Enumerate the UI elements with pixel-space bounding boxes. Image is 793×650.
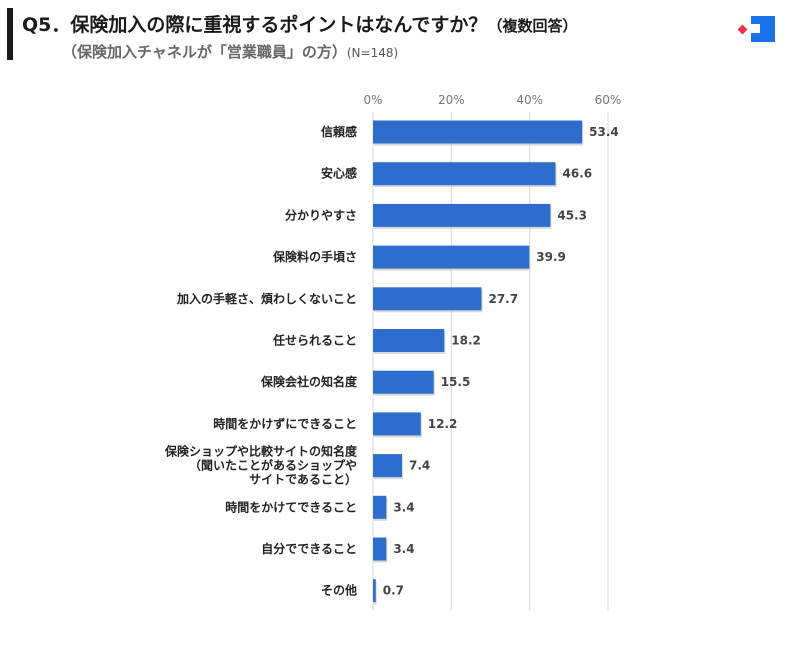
data-label: 27.7 xyxy=(488,292,518,306)
x-tick-label: 40% xyxy=(516,93,543,107)
chart-subtitle: （保険加入チャネルが「営業職員」の方）(N=148) xyxy=(62,41,398,62)
category-label: 安心感 xyxy=(321,166,357,181)
brand-logo-icon xyxy=(737,16,775,42)
bar xyxy=(373,203,551,227)
chart-title-text: Q5．保険加入の際に重視するポイントはなんですか？ xyxy=(22,14,488,36)
bar xyxy=(373,245,530,269)
bar xyxy=(373,287,482,311)
bar xyxy=(373,579,376,603)
category-label: サイトであること） xyxy=(249,472,357,487)
category-label: （聞いたことがあるショップや xyxy=(189,458,357,473)
data-label: 3.4 xyxy=(393,542,414,556)
data-label: 45.3 xyxy=(557,208,587,222)
x-tick-label: 60% xyxy=(595,93,622,107)
bar xyxy=(373,412,421,436)
category-label: 分かりやすさ xyxy=(285,207,357,222)
x-tick-label: 20% xyxy=(438,93,465,107)
chart-title: Q5．保険加入の際に重視するポイントはなんですか？（複数回答） xyxy=(22,10,577,37)
data-label: 0.7 xyxy=(383,584,404,598)
bar xyxy=(373,495,387,519)
logo-white-notch xyxy=(751,24,760,33)
title-accent-bar xyxy=(7,8,13,60)
data-label: 15.5 xyxy=(441,375,471,389)
category-label: その他 xyxy=(321,583,357,598)
data-label: 46.6 xyxy=(563,167,593,181)
category-label: 保険会社の知名度 xyxy=(260,374,358,389)
sample-size: (N=148) xyxy=(346,46,399,60)
bar xyxy=(373,370,434,394)
data-label: 18.2 xyxy=(451,334,481,348)
bar xyxy=(373,537,387,561)
category-label: 保険料の手頃さ xyxy=(272,249,357,264)
category-label: 加入の手軽さ、煩わしくないこと xyxy=(176,291,357,306)
category-label: 自分でできること xyxy=(261,541,357,556)
category-label: 信頼感 xyxy=(321,124,357,139)
chart-title-suffix: （複数回答） xyxy=(487,17,578,35)
category-label: 時間をかけてできること xyxy=(225,499,357,514)
data-label: 3.4 xyxy=(393,500,414,514)
data-label: 53.4 xyxy=(589,125,619,139)
bar xyxy=(373,162,556,186)
bar xyxy=(373,120,583,144)
category-label: 保険ショップや比較サイトの知名度 xyxy=(164,444,358,459)
chart-subtitle-text: （保険加入チャネルが「営業職員」の方） xyxy=(62,43,347,61)
data-label: 7.4 xyxy=(409,459,430,473)
bar xyxy=(373,454,402,478)
category-label: 任せられること xyxy=(272,333,357,348)
category-label: 時間をかけずにできること xyxy=(213,416,357,431)
data-label: 12.2 xyxy=(428,417,458,431)
x-tick-label: 0% xyxy=(363,93,382,107)
data-label: 39.9 xyxy=(536,250,566,264)
logo-red-diamond xyxy=(737,24,748,35)
bar xyxy=(373,329,445,352)
